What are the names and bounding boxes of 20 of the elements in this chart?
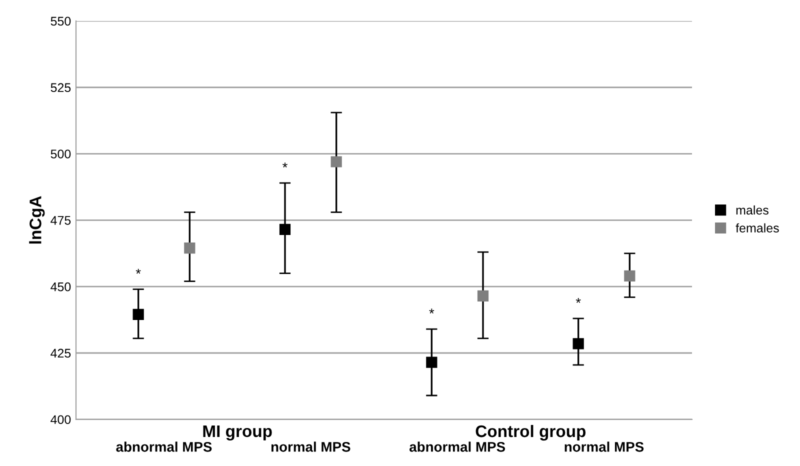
y-tick-label: 425 [50,348,71,358]
y-tick-label: 475 [50,216,71,225]
x-tick-label: abnormal MPS [410,442,506,452]
y-tick-label: 450 [50,282,71,292]
annotation: * [429,308,434,314]
x-tick-label: abnormal MPS [116,442,212,452]
annotation: * [136,268,141,274]
x-tick-label: normal MPS [564,442,644,452]
y-tick-label: 525 [50,83,71,92]
annotation: * [282,162,288,168]
annotation: * [576,298,581,303]
legend-label: females [736,223,779,232]
x-tick-label: normal MPS [271,442,350,452]
text: MI group [203,425,272,440]
y-tick-label: 400 [50,415,71,424]
y-axis-title: lnCgA [29,196,45,244]
text: Control group [476,424,586,441]
y-tick-label: 550 [50,16,71,26]
legend-label: males [736,205,768,215]
y-tick-label: 500 [50,150,71,158]
